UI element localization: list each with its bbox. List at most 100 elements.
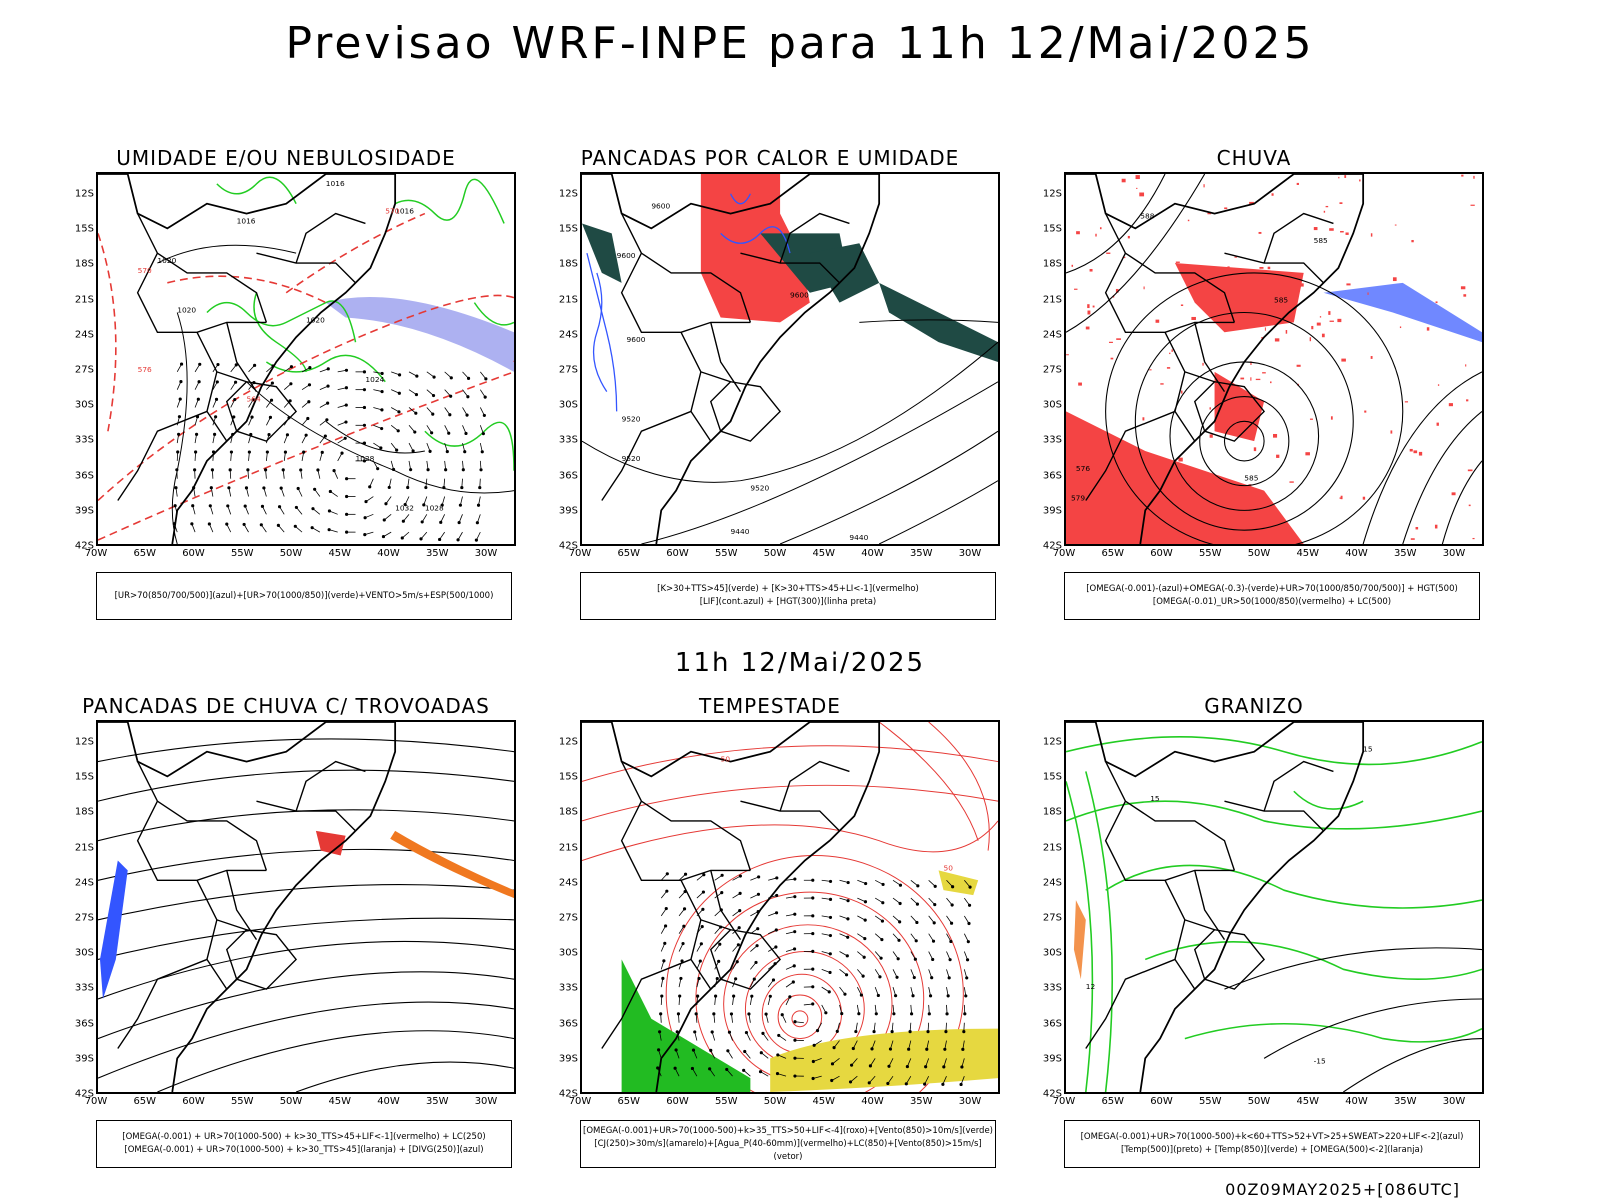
legend-box: [UR>70(850/700/500)](azul)+[UR>70(1000/8… xyxy=(96,572,512,620)
country-border xyxy=(117,410,208,501)
contour-label: 1032 xyxy=(395,503,414,512)
country-border xyxy=(680,331,731,383)
rain-cell xyxy=(1223,515,1228,520)
wind-vector-head xyxy=(177,432,181,436)
country-border xyxy=(620,213,752,323)
wind-vector-head xyxy=(387,485,391,489)
wind-vector-head xyxy=(846,880,850,885)
wind-vector-head xyxy=(460,486,464,490)
wind-vector-head xyxy=(759,1051,763,1055)
wind-vector-head xyxy=(320,450,324,454)
contour-label: 12 xyxy=(1086,982,1095,991)
wind-vector-head xyxy=(233,397,237,402)
wind-vector-head xyxy=(880,937,884,942)
wind-vector-head xyxy=(862,955,866,959)
longitude-tick-label: 35W xyxy=(425,1096,449,1107)
longitude-tick-label: 55W xyxy=(230,1096,254,1107)
legend-line: [OMEGA(-0.01)_UR>50(1000/850)(vermelho) … xyxy=(1152,597,1392,607)
longitude-tick-label: 65W xyxy=(1101,1096,1125,1107)
map-thunderstorm-showers xyxy=(96,720,516,1094)
latitude-tick-label: 12S xyxy=(558,736,578,748)
wind-vector-head xyxy=(828,879,833,883)
wind-vector-head xyxy=(720,891,724,895)
rain-cell xyxy=(1092,305,1095,308)
wind-vector-head xyxy=(345,530,349,534)
rain-cell xyxy=(1340,230,1344,233)
rain-cell xyxy=(1234,256,1238,258)
wind-vector-head xyxy=(754,960,758,965)
latitude-tick-label: 33S xyxy=(1042,982,1062,994)
contour-label: 576 xyxy=(1076,464,1090,473)
wind-vector-head xyxy=(720,873,724,877)
rain-cell xyxy=(1115,486,1120,491)
wind-vector-head xyxy=(792,947,797,951)
wind-vector-head xyxy=(771,978,776,982)
wind-vector-head xyxy=(665,889,669,893)
wind-vector-head xyxy=(345,512,349,516)
wind-vector-head xyxy=(323,434,327,438)
wind-vector-head xyxy=(244,486,249,490)
panel-storm: TEMPESTADE 12S 15S 18S 21S 24S 27S 30S 33S 36S 39… xyxy=(540,694,1000,1174)
rain-cell xyxy=(1187,219,1190,222)
wind-vector-head xyxy=(198,362,202,366)
wind-vector-head xyxy=(432,375,436,379)
rain-cell xyxy=(1195,476,1199,479)
latitude-tick-label: 15S xyxy=(74,223,94,235)
rain-cell xyxy=(1166,525,1169,529)
rain-cell xyxy=(1108,341,1113,343)
panel-title: UMIDADE E/OU NEBULOSIDADE xyxy=(116,146,456,170)
wind-vector-head xyxy=(442,485,446,490)
longitude-axis: 70W 65W 60W 55W 50W 45W 40W 35W 30W xyxy=(85,1096,516,1110)
rain-cell xyxy=(1083,465,1089,467)
wind-vector-head xyxy=(928,994,933,998)
contour-label: 9440 xyxy=(731,527,750,536)
rain-cell xyxy=(1410,538,1415,540)
wind-vector-head xyxy=(757,875,761,879)
rain-cell xyxy=(1136,187,1138,189)
wind-vector-head xyxy=(756,892,761,896)
rain-cell xyxy=(1341,358,1346,362)
latitude-tick-label: 36S xyxy=(1042,1018,1062,1030)
wind-vector-head xyxy=(735,960,739,964)
wind-vector-head xyxy=(178,397,182,401)
wind-vector-head xyxy=(743,1049,747,1054)
wind-vector-head xyxy=(843,992,847,996)
wind-vector-head xyxy=(345,494,349,499)
wind-vector-head xyxy=(943,1047,947,1051)
legend-box: [OMEGA(-0.001)-(azul)+OMEGA(-0.3)-(verde… xyxy=(1064,572,1480,620)
country-border xyxy=(1224,800,1325,832)
wind-vector-head xyxy=(444,468,448,472)
wind-vector-head xyxy=(828,952,832,956)
wind-vector-head xyxy=(268,415,273,419)
legend-line: [K>30+TTS>45](verde) + [K>30+TTS>45+LI<-… xyxy=(657,584,919,594)
country-border xyxy=(256,800,357,832)
wind-vector-head xyxy=(289,382,293,386)
wind-vector-head xyxy=(931,939,936,943)
wind-vector-head xyxy=(881,901,885,905)
country-border xyxy=(710,870,742,941)
valid-time-title: 11h 12/Mai/2025 xyxy=(674,648,926,678)
wind-vector-head xyxy=(696,994,700,998)
wind-vector-head xyxy=(950,903,954,907)
wind-vector-head xyxy=(734,977,738,981)
wind-vector-head xyxy=(419,537,423,541)
wind-vector-head xyxy=(306,416,310,421)
rain-cell xyxy=(1135,175,1140,180)
wind-vector-head xyxy=(788,995,792,999)
contour-label: 588 xyxy=(1140,212,1154,221)
rain-cell xyxy=(1273,433,1278,438)
wind-vector-head xyxy=(409,468,413,472)
wind-vector-head xyxy=(307,400,311,404)
wind-vector-head xyxy=(195,432,199,436)
wind-vector-head xyxy=(791,980,795,984)
country-border xyxy=(226,322,258,393)
wind-vector-head xyxy=(326,401,330,405)
wind-vector-head xyxy=(483,395,487,399)
country-border xyxy=(1104,213,1236,323)
wind-vector-head xyxy=(428,449,432,453)
wind-vector-head xyxy=(177,415,182,419)
wind-vector-head xyxy=(867,1081,871,1085)
country-border xyxy=(136,252,267,333)
longitude-tick-label: 45W xyxy=(1296,548,1320,559)
latitude-tick-label: 18S xyxy=(558,258,578,270)
